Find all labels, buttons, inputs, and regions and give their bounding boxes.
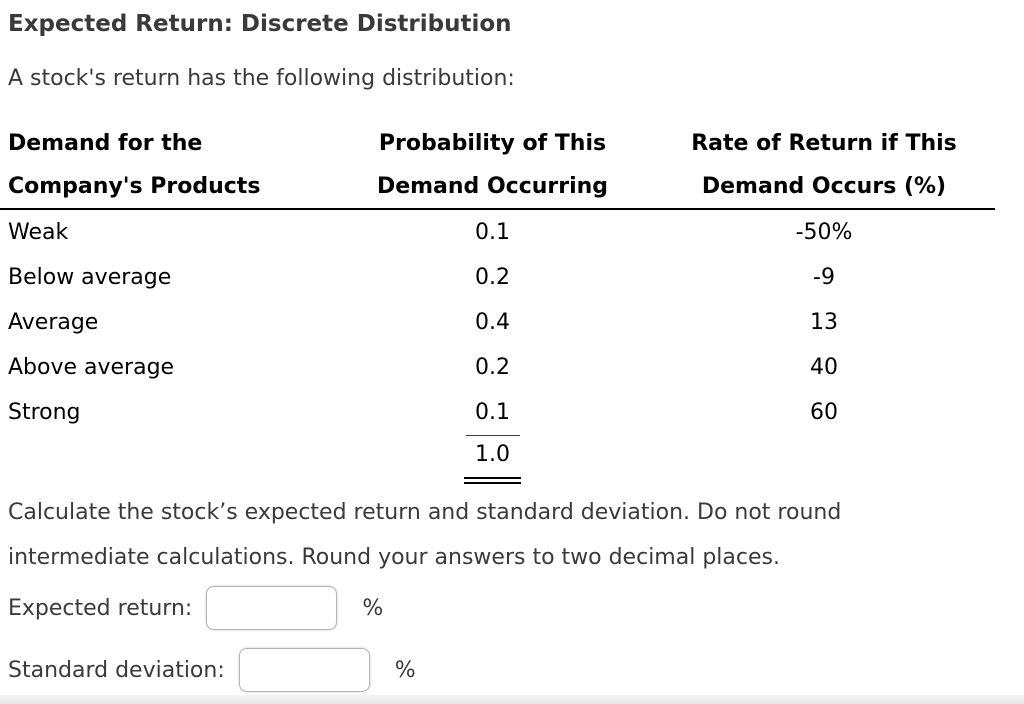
table-cell-demand: Above average [8, 355, 175, 380]
header-rate-line2: Demand Occurs (%) [701, 174, 947, 199]
table-header-divider [0, 208, 995, 210]
header-probability-line1: Probability of This [378, 131, 607, 156]
header-demand-line1: Demand for the [8, 131, 203, 156]
distribution-table: Demand for the Company's Products Probab… [0, 122, 995, 484]
probability-sum-line [465, 435, 520, 436]
table-body: Weak 0.1 -50% Below average 0.2 -9 Avera… [0, 210, 995, 484]
instructions-text: Calculate the stock’s expected return an… [8, 490, 841, 580]
table-cell-probability: 0.1 [475, 400, 510, 425]
header-demand-line2: Company's Products [8, 174, 261, 199]
expected-return-row: Expected return: % [8, 585, 383, 631]
table-cell-demand: Below average [8, 265, 172, 290]
table-cell-rate: -50% [795, 220, 853, 245]
instructions-line2: intermediate calculations. Round your an… [8, 545, 780, 570]
instructions-line1: Calculate the stock’s expected return an… [8, 500, 842, 525]
table-cell-rate: 60 [810, 400, 838, 425]
intro-text: A stock's return has the following distr… [8, 66, 515, 91]
expected-return-input[interactable] [206, 586, 338, 630]
header-probability-line2: Demand Occurring [376, 174, 609, 199]
expected-return-label: Expected return: [8, 595, 193, 621]
table-cell-probability: 0.4 [475, 310, 510, 335]
table-cell-rate: 40 [810, 355, 838, 380]
header-rate-line1: Rate of Return if This [691, 131, 957, 156]
table-cell-probability: 0.1 [475, 220, 510, 245]
table-cell-rate: 13 [810, 310, 838, 335]
probability-total-double-line [464, 477, 521, 484]
table-cell-probability: 0.2 [475, 265, 510, 290]
probability-total: 1.0 [475, 442, 510, 467]
standard-deviation-input[interactable] [238, 648, 370, 692]
table-cell-demand: Strong [8, 400, 81, 425]
footer-strip [0, 695, 1024, 704]
header-probability: Probability of This Demand Occurring [350, 122, 635, 208]
table-header: Demand for the Company's Products Probab… [0, 122, 995, 208]
table-cell-probability: 0.2 [475, 355, 510, 380]
table-cell-rate: -9 [813, 265, 835, 290]
standard-deviation-row: Standard deviation: % [8, 647, 416, 693]
table-cell-demand: Average [8, 310, 99, 335]
percent-sign: % [394, 657, 416, 683]
page-title: Expected Return: Discrete Distribution [8, 11, 512, 37]
standard-deviation-label: Standard deviation: [8, 657, 225, 683]
header-rate: Rate of Return if This Demand Occurs (%) [635, 122, 995, 208]
percent-sign: % [362, 595, 384, 621]
table-cell-demand: Weak [8, 220, 69, 245]
header-demand: Demand for the Company's Products [0, 122, 350, 208]
